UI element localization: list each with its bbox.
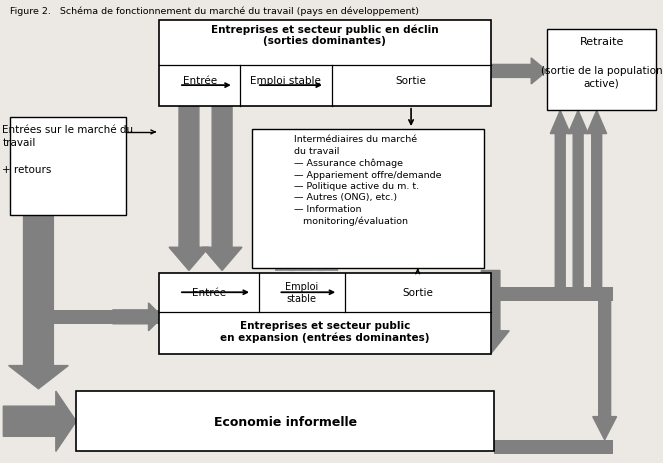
Text: Emploi
stable: Emploi stable <box>285 282 318 303</box>
FancyArrow shape <box>169 106 209 271</box>
Text: Entreprises et secteur public en déclin: Entreprises et secteur public en déclin <box>211 25 439 35</box>
FancyArrow shape <box>491 59 547 85</box>
FancyArrow shape <box>587 111 607 292</box>
Text: Sortie: Sortie <box>396 75 426 85</box>
Text: Retraite: Retraite <box>579 37 624 47</box>
FancyArrow shape <box>113 303 162 331</box>
FancyArrow shape <box>202 106 242 271</box>
FancyArrow shape <box>568 111 588 292</box>
Bar <box>10 118 126 215</box>
Bar <box>24 310 174 324</box>
Text: Emploi stable: Emploi stable <box>251 75 322 85</box>
FancyArrow shape <box>472 271 509 354</box>
Text: Figure 2.   Schéma de fonctionnement du marché du travail (pays en développement: Figure 2. Schéma de fonctionnement du ma… <box>10 7 419 16</box>
Bar <box>76 391 494 451</box>
Text: Entreprises et secteur public
en expansion (entrées dominantes): Entreprises et secteur public en expansi… <box>220 320 430 342</box>
FancyArrow shape <box>550 111 570 292</box>
Text: Entrées sur le marché du
travail

+ retours: Entrées sur le marché du travail + retou… <box>3 125 133 175</box>
Text: (sorties dominantes): (sorties dominantes) <box>263 36 387 46</box>
Bar <box>491 287 613 301</box>
Text: Entrée: Entrée <box>192 288 226 298</box>
Text: Entrée: Entrée <box>183 75 217 85</box>
FancyArrow shape <box>275 269 308 271</box>
Bar <box>159 21 491 106</box>
Bar <box>252 130 484 269</box>
Text: Sortie: Sortie <box>402 288 433 298</box>
Bar <box>159 273 491 354</box>
Text: (sortie de la population
active): (sortie de la population active) <box>541 66 662 88</box>
Text: Economie informelle: Economie informelle <box>213 415 357 428</box>
FancyArrow shape <box>3 391 76 451</box>
FancyArrow shape <box>9 215 68 389</box>
FancyArrow shape <box>593 292 617 440</box>
FancyArrow shape <box>305 269 338 271</box>
Bar <box>547 30 656 111</box>
Text: Intermédiaires du marché
du travail
— Assurance chômage
— Appariement offre/dema: Intermédiaires du marché du travail — As… <box>294 135 442 225</box>
Bar <box>494 440 613 454</box>
